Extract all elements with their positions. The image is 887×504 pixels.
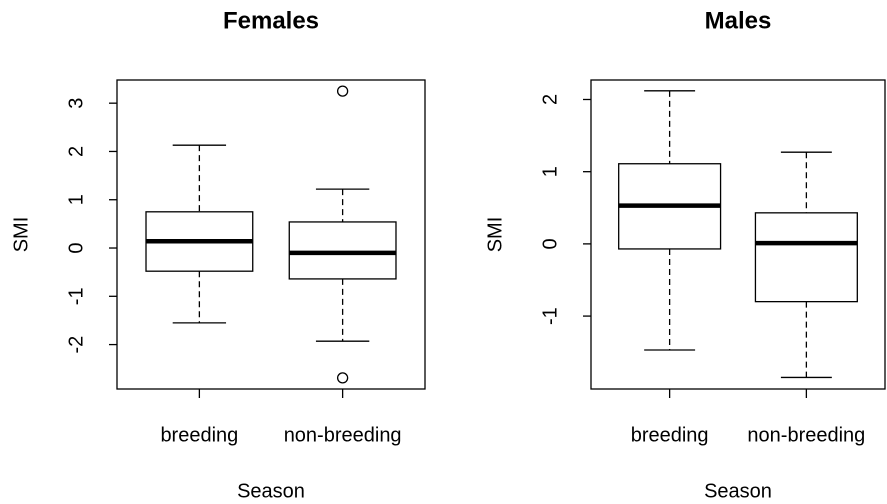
y-tick-label: 3 [65, 98, 87, 109]
outlier [336, 85, 349, 97]
x-tick-label: non-breeding [284, 424, 402, 446]
y-tick-label: 0 [65, 242, 87, 253]
y-tick-label: -2 [65, 336, 87, 354]
plot-frame [116, 79, 426, 390]
y-tick-label: 1 [539, 166, 561, 177]
box [288, 221, 397, 280]
box [754, 212, 858, 303]
y-tick-label: 2 [65, 146, 87, 157]
y-tick-label: 0 [539, 238, 561, 249]
y-axis-label: SMI [10, 217, 32, 253]
x-axis-label: Season [237, 480, 305, 502]
y-tick-label: 1 [65, 194, 87, 205]
outlier [336, 372, 349, 384]
y-tick-label: 2 [539, 94, 561, 105]
x-axis-label: Season [704, 480, 772, 502]
plot-frame [590, 79, 886, 390]
chart-title: Males [705, 7, 772, 34]
x-tick-label: non-breeding [747, 424, 865, 446]
x-tick-label: breeding [160, 424, 238, 446]
y-tick-label: -1 [65, 287, 87, 305]
y-tick-label: -1 [539, 307, 561, 325]
y-axis-label: SMI [484, 217, 506, 253]
x-tick-label: breeding [631, 424, 709, 446]
chart-title: Females [223, 7, 319, 34]
